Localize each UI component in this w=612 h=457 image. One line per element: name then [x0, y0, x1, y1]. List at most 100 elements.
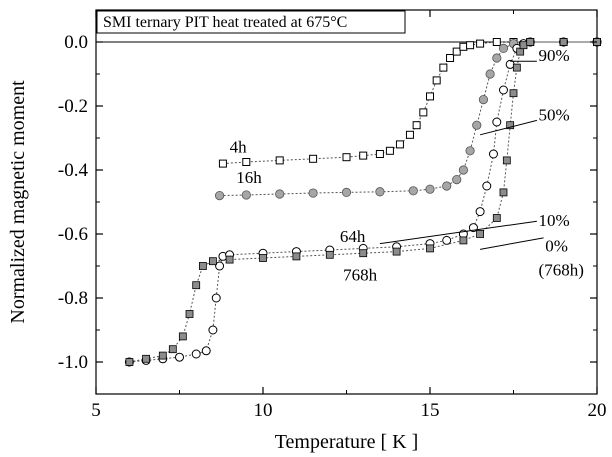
- plot-frame: [95, 9, 598, 395]
- data-point: [211, 293, 221, 303]
- annotation-label: 768h: [343, 265, 378, 284]
- data-point: [502, 156, 511, 165]
- annotation-label: (768h): [539, 261, 584, 280]
- data-point: [201, 346, 211, 356]
- ticks-layer: 5 10 15 20 0.0 -0.2 -0.4 -0.6 -0.8 -1.0: [58, 9, 607, 421]
- y-tick-label: -0.2: [58, 96, 88, 117]
- data-point: [259, 254, 267, 262]
- series-64h: [124, 37, 602, 367]
- y-tick-label: -0.6: [58, 224, 88, 245]
- data-point: [241, 190, 251, 200]
- annotation-label: 64h: [340, 227, 366, 246]
- chart-title: SMI ternary PIT heat treated at 675°C: [103, 14, 347, 31]
- data-point: [341, 187, 352, 197]
- data-point: [225, 255, 234, 264]
- data-point: [509, 89, 518, 98]
- y-tick-label: -0.4: [58, 160, 89, 181]
- data-point: [192, 281, 201, 290]
- data-point: [446, 54, 455, 62]
- data-point: [492, 117, 502, 127]
- data-point: [526, 38, 535, 46]
- x-tick-label: 20: [588, 400, 607, 421]
- data-point: [472, 120, 482, 130]
- x-tick-label: 15: [421, 400, 440, 421]
- data-point: [482, 181, 492, 191]
- data-point: [519, 41, 528, 50]
- annotation-label: 16h: [236, 168, 262, 187]
- data-point: [292, 252, 301, 261]
- data-point: [452, 175, 462, 185]
- y-tick-label: 0.0: [64, 32, 88, 53]
- data-point: [442, 181, 452, 191]
- data-point: [385, 146, 394, 155]
- data-point: [405, 130, 414, 139]
- data-point: [492, 214, 501, 222]
- y-tick-label: -0.8: [58, 288, 88, 309]
- data-point: [175, 352, 184, 362]
- data-point: [439, 63, 448, 72]
- x-tick-label: 5: [91, 400, 101, 421]
- y-axis-title: Normalized magnetic moment: [7, 80, 29, 324]
- leader-line: [479, 119, 538, 136]
- leader-line: [480, 237, 544, 250]
- data-point: [158, 351, 167, 360]
- x-tick-label: 10: [254, 400, 273, 421]
- data-point: [359, 249, 368, 258]
- data-point: [492, 38, 501, 46]
- data-point: [425, 184, 435, 194]
- data-point: [125, 358, 134, 366]
- data-point: [485, 69, 495, 79]
- data-point: [375, 187, 385, 197]
- data-point: [476, 230, 485, 238]
- data-point: [516, 47, 525, 56]
- data-point: [325, 250, 334, 259]
- data-point: [476, 39, 485, 48]
- data-point: [498, 43, 509, 54]
- data-point: [215, 261, 225, 271]
- leader-lines-layer: [379, 60, 544, 250]
- annotation-label: 90%: [539, 46, 570, 65]
- annotation-label: 10%: [539, 211, 570, 230]
- data-point: [412, 121, 421, 130]
- data-point: [242, 158, 251, 166]
- data-point: [168, 345, 177, 354]
- data-point: [309, 154, 318, 163]
- data-point: [426, 92, 434, 101]
- y-tick-label: -1.0: [58, 352, 88, 373]
- data-point: [142, 354, 151, 363]
- leader-line: [379, 220, 537, 245]
- data-point: [191, 349, 201, 359]
- series-layer: [124, 37, 602, 367]
- data-point: [375, 150, 384, 158]
- data-point: [218, 159, 227, 168]
- annotation-layer: 4h 16h 64h 768h 90% 50% 10% 0% (768h): [230, 46, 584, 284]
- x-axis-title: Temperature [ K ]: [275, 431, 419, 453]
- data-point: [275, 189, 285, 199]
- data-point: [342, 153, 351, 162]
- data-point: [208, 257, 217, 266]
- data-point: [308, 188, 318, 198]
- data-point: [488, 149, 498, 159]
- series-line-16h: [219, 41, 597, 197]
- data-point: [432, 76, 441, 85]
- data-point: [392, 247, 401, 256]
- annotation-label: 0%: [545, 237, 568, 256]
- data-point: [359, 151, 368, 160]
- data-point: [198, 262, 207, 270]
- data-point: [459, 42, 468, 51]
- data-point: [559, 38, 568, 46]
- data-point: [492, 53, 502, 63]
- data-point: [208, 325, 218, 335]
- data-point: [475, 207, 485, 217]
- data-point: [512, 63, 521, 72]
- data-point: [499, 188, 508, 197]
- data-point: [214, 191, 225, 201]
- series-line-768h: [129, 41, 597, 363]
- data-point: [185, 310, 194, 318]
- series-line-64h: [129, 41, 597, 363]
- data-point: [478, 95, 489, 105]
- data-point: [506, 121, 515, 130]
- data-point: [178, 332, 187, 341]
- data-point: [459, 236, 468, 245]
